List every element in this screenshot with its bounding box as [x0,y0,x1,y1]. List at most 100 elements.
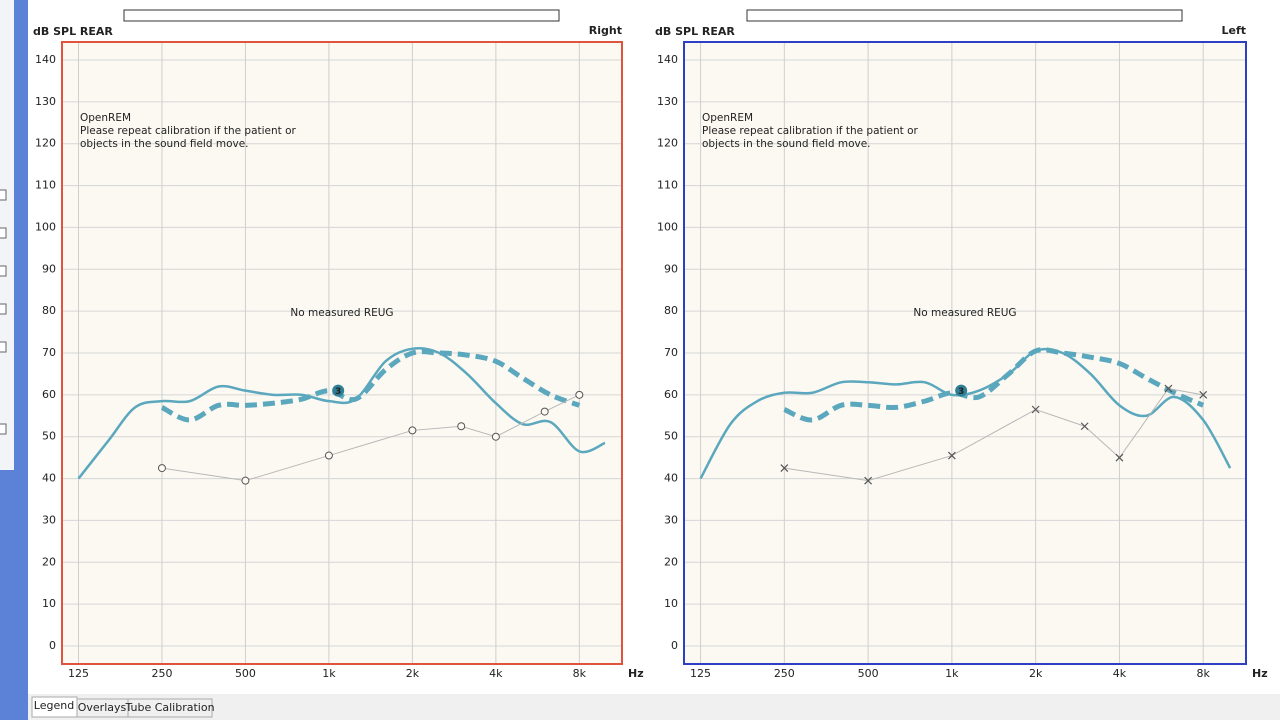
x-tick-label: 1k [945,667,959,680]
note: OpenREM [80,112,131,124]
annotation-label: 3 [958,387,964,397]
checkbox[interactable] [0,341,7,353]
x-tick-label: 8k [1197,667,1211,680]
y-tick-label: 80 [664,304,678,317]
marker [157,464,166,473]
note: objects in the sound field move. [80,138,249,150]
y-tick-label: 50 [42,430,56,443]
marker [1031,405,1040,414]
x-tick-label: 2k [1029,667,1043,680]
y-tick-label: 80 [42,304,56,317]
note: OpenREM [702,112,753,124]
y-tick-label: 120 [35,137,56,150]
marker [1199,390,1208,399]
series-line [77,347,606,480]
note: Please repeat calibration if the patient… [80,125,297,137]
marker [324,451,333,460]
y-tick-label: 60 [42,388,56,401]
series-line [783,347,1205,423]
tab-label[interactable]: Overlays [78,701,127,714]
x-tick-label: 2k [406,667,420,680]
y-tick-label: 110 [35,179,56,192]
y-tick-label: 90 [664,262,678,275]
checkbox[interactable] [0,189,7,201]
annotation-marker [332,384,345,397]
y-tick-label: 0 [671,639,678,652]
x-tick-label: 8k [573,667,587,680]
y-tick-label: 100 [657,220,678,233]
checkbox[interactable] [0,423,7,435]
tab-label[interactable]: Legend [34,699,74,712]
marker [864,476,873,485]
x-tick-label: 1k [322,667,336,680]
y-tick-label: 60 [664,388,678,401]
annotation-marker [955,384,968,397]
marker [408,426,417,435]
y-tick-label: 10 [664,597,678,610]
checkbox[interactable] [0,227,7,239]
y-tick-label: 90 [42,262,56,275]
x-tick-label: 500 [235,667,256,680]
y-tick-label: 130 [35,95,56,108]
y-tick-label: 30 [42,513,56,526]
marker [491,432,500,441]
center-note: No measured REUG [290,307,393,319]
y-tick-label: 40 [664,472,678,485]
y-tick-label: 120 [657,137,678,150]
plot-frame [61,41,623,665]
tab[interactable] [127,698,213,718]
y-tick-label: 10 [42,597,56,610]
marker [780,464,789,473]
center-note: No measured REUG [913,307,1016,319]
y-tick-label: 40 [42,472,56,485]
note: objects in the sound field move. [702,138,871,150]
x-axis-unit: Hz [628,667,644,680]
x-tick-label: 500 [858,667,879,680]
x-tick-label: 250 [151,667,172,680]
marker [1115,453,1124,462]
y-tick-label: 70 [42,346,56,359]
y-tick-label: 140 [35,53,56,66]
checkbox[interactable] [0,303,7,315]
y-tick-label: 20 [664,555,678,568]
y-axis-label: dB SPL REAR [33,25,113,38]
marker [575,390,584,399]
x-tick-label: 125 [690,667,711,680]
tab-label[interactable]: Tube Calibration [124,701,214,714]
marker [1080,422,1089,431]
series-line [160,349,581,423]
series-line [784,388,1204,482]
x-tick-label: 250 [774,667,795,680]
side-label: Right [589,24,622,37]
y-tick-label: 70 [664,346,678,359]
marker [947,451,956,460]
checkbox[interactable] [0,265,7,277]
series-line [161,394,580,482]
x-tick-label: 4k [1113,667,1127,680]
y-tick-label: 100 [35,220,56,233]
y-tick-label: 140 [657,53,678,66]
y-tick-label: 130 [657,95,678,108]
scale-bar [123,9,560,22]
scale-bar [746,9,1183,22]
x-axis-unit: Hz [1252,667,1268,680]
marker [540,407,549,416]
marker [241,476,250,485]
annotation-label: 3 [335,387,341,397]
x-tick-label: 125 [68,667,89,680]
y-tick-label: 20 [42,555,56,568]
y-tick-label: 30 [664,513,678,526]
y-tick-label: 0 [49,639,56,652]
y-tick-label: 50 [664,430,678,443]
side-label: Left [1221,24,1246,37]
marker [457,422,466,431]
note: Please repeat calibration if the patient… [702,125,919,137]
x-tick-label: 4k [489,667,503,680]
y-tick-label: 110 [657,179,678,192]
marker [1164,384,1173,393]
y-axis-label: dB SPL REAR [655,25,735,38]
tab-strip [28,694,1280,720]
plot-frame [683,41,1247,665]
